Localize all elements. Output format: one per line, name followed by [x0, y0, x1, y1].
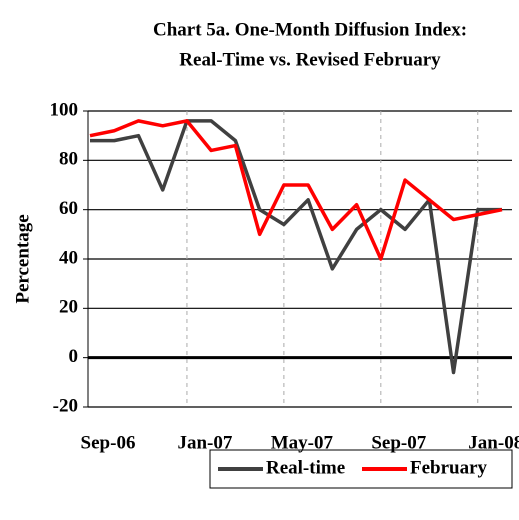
x-tick-label: Jan-07 — [177, 432, 232, 453]
y-tick-label: 100 — [50, 99, 79, 120]
series-line — [89, 119, 503, 261]
y-tick-label: 20 — [59, 297, 78, 318]
y-tick-label: 0 — [69, 346, 79, 367]
y-tick-label: 60 — [59, 198, 78, 219]
y-tick-label: 80 — [59, 149, 78, 170]
x-tick-label: May-07 — [271, 432, 334, 453]
series-line — [90, 119, 502, 375]
y-tick-label: -20 — [53, 395, 78, 416]
y-axis-label: Percentage — [12, 214, 33, 303]
legend-box — [209, 449, 513, 489]
x-tick-label: Sep-07 — [371, 432, 426, 453]
chart-title: Real-Time vs. Revised February — [179, 49, 441, 70]
chart-title: Chart 5a. One-Month Diffusion Index: — [153, 19, 467, 40]
x-tick-label: Jan-08 — [468, 432, 519, 453]
y-tick-label: 40 — [59, 247, 78, 268]
legend-label: Real-time — [266, 457, 345, 478]
legend-label: February — [410, 457, 488, 478]
x-tick-label: Sep-06 — [81, 432, 136, 453]
